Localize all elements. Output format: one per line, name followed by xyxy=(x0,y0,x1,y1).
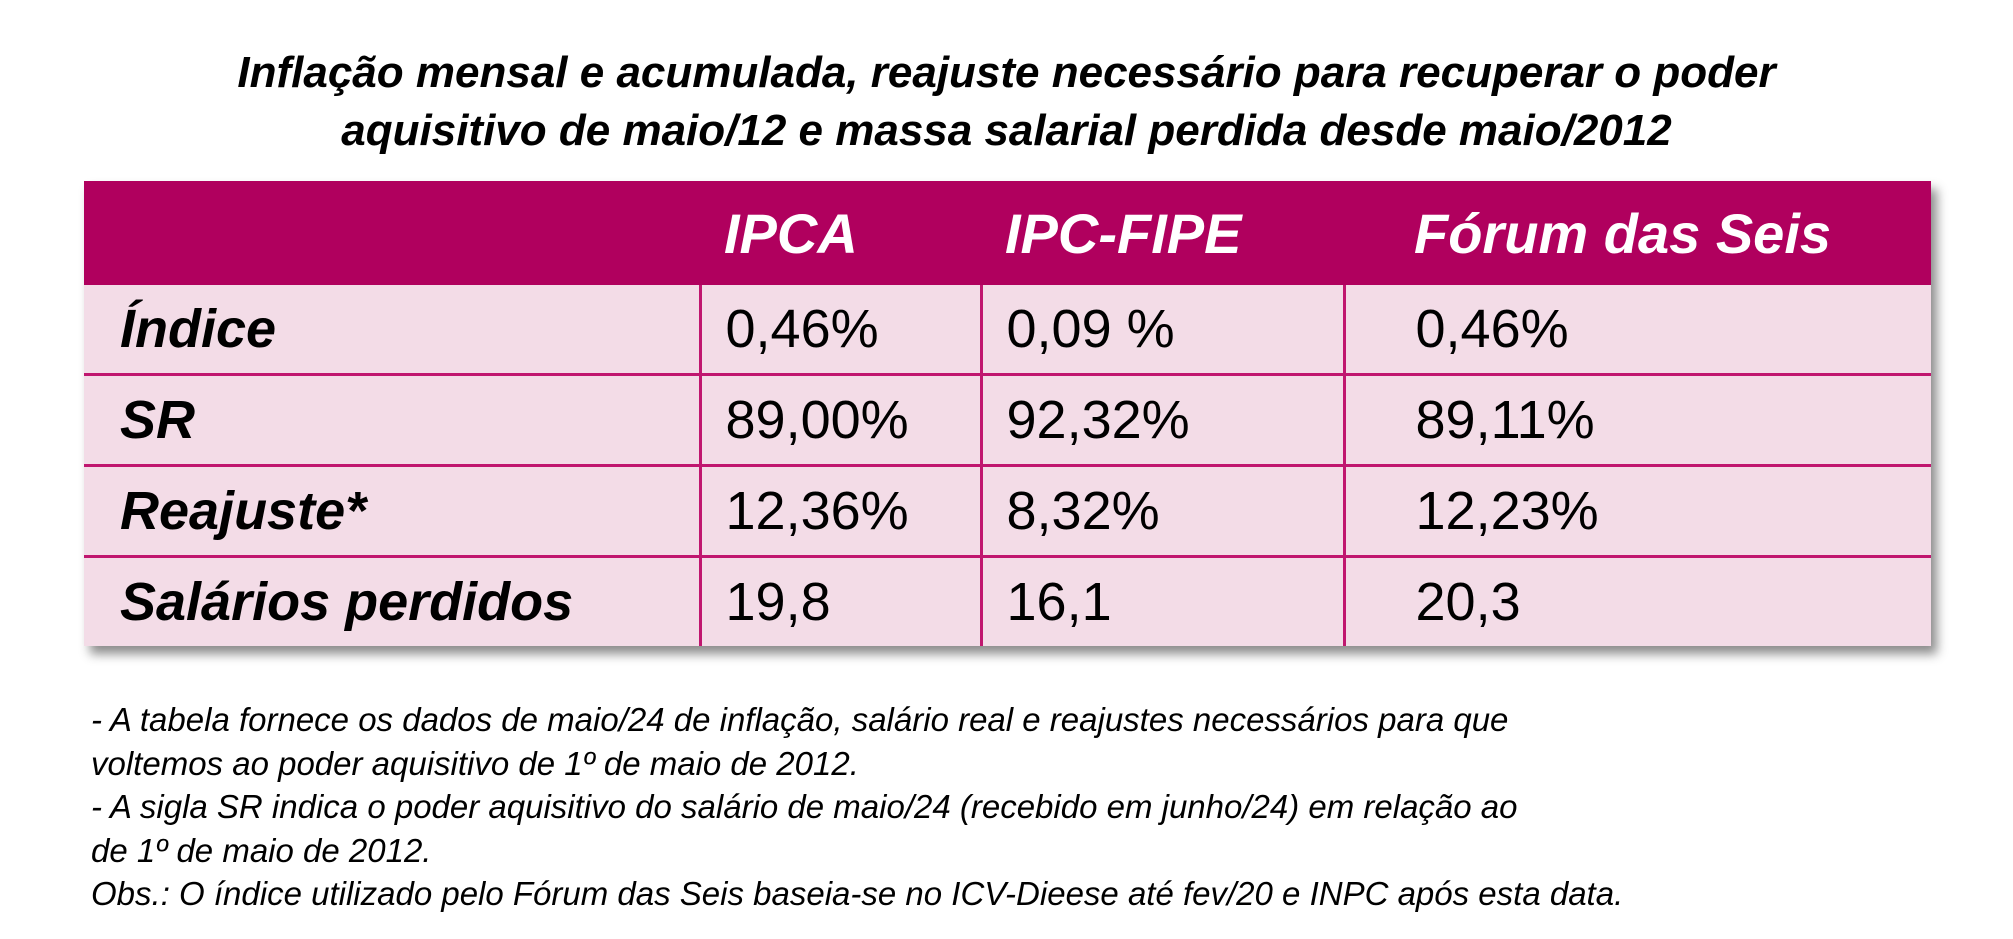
header-row: IPCA IPC-FIPE Fórum das Seis xyxy=(84,181,1931,285)
cell: 89,11% xyxy=(1342,373,1931,466)
cell: 0,09 % xyxy=(979,285,1344,375)
column-header: Fórum das Seis xyxy=(1344,181,1931,285)
cell: 12,36% xyxy=(698,464,981,557)
note-line: Obs.: O índice utilizado pelo Fórum das … xyxy=(91,875,1624,912)
cell: 16,1 xyxy=(979,555,1344,646)
row-label: Reajuste* xyxy=(84,464,700,557)
cell: 19,8 xyxy=(698,555,981,646)
cell: 92,32% xyxy=(979,373,1344,466)
notes: - A tabela fornece os dados de maio/24 d… xyxy=(91,698,1623,916)
table-row: Salários perdidos 19,8 16,1 20,3 xyxy=(84,555,1931,646)
table-row: Índice 0,46% 0,09 % 0,46% xyxy=(84,285,1931,375)
header-corner xyxy=(84,181,700,285)
cell: 89,00% xyxy=(698,373,981,466)
data-table: IPCA IPC-FIPE Fórum das Seis Índice 0,46% 0,… xyxy=(84,181,1931,646)
title-line: aquisitivo de maio/12 e massa salarial p… xyxy=(341,106,1672,155)
table-row: Reajuste* 12,36% 8,32% 12,23% xyxy=(84,464,1931,557)
title-line: Inflação mensal e acumulada, reajuste ne… xyxy=(237,48,1776,97)
title: Inflação mensal e acumulada, reajuste ne… xyxy=(0,44,2013,160)
row-label: Índice xyxy=(84,285,700,375)
note-line: de 1º de maio de 2012. xyxy=(91,831,432,869)
cell: 0,46% xyxy=(1342,285,1931,375)
cell: 12,23% xyxy=(1342,464,1931,557)
column-header: IPCA xyxy=(700,181,981,285)
cell: 0,46% xyxy=(698,285,981,375)
note-line: - A tabela fornece os dados de maio/24 d… xyxy=(91,701,1509,738)
cell: 8,32% xyxy=(979,464,1344,557)
cell: 20,3 xyxy=(1342,555,1931,646)
note-line: - A sigla SR indica o poder aquisitivo d… xyxy=(91,788,1518,825)
column-header: IPC-FIPE xyxy=(981,181,1344,285)
row-label: Salários perdidos xyxy=(84,555,700,646)
note-line: voltemos ao poder aquisitivo de 1º de ma… xyxy=(91,744,859,782)
table-row: SR 89,00% 92,32% 89,11% xyxy=(84,373,1931,466)
row-label: SR xyxy=(84,373,700,466)
